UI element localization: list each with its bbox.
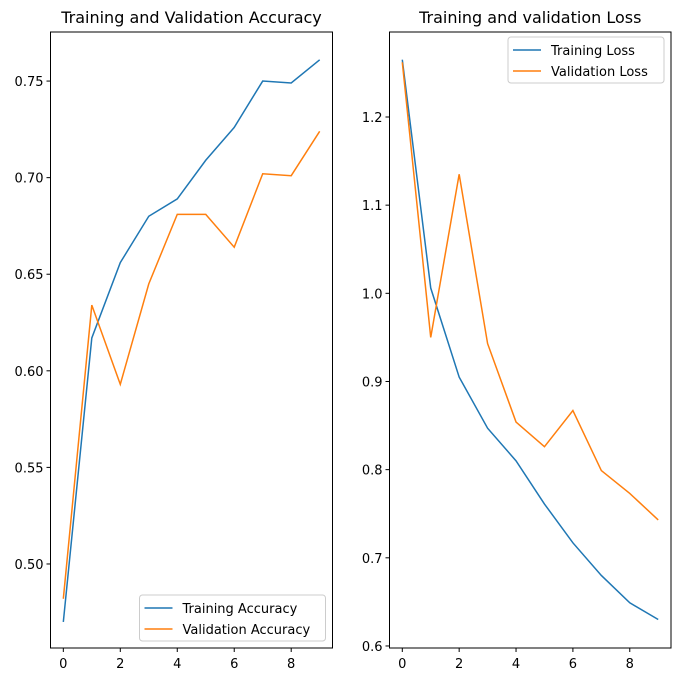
y-tick-label: 0.75: [15, 75, 44, 90]
legend: Training Accuracy Validation Accuracy: [139, 594, 326, 642]
y-tick-label: 0.55: [15, 461, 44, 476]
y-tick-label: 0.7: [362, 552, 383, 567]
y-tick-label: 0.9: [362, 375, 383, 390]
chart-title: Training and validation Loss: [418, 8, 641, 27]
x-tick-label: 0: [398, 657, 406, 672]
y-tick-label: 0.50: [15, 558, 44, 573]
legend-box: [507, 36, 665, 84]
y-tick-label: 1.2: [362, 111, 383, 126]
axes-frame: [50, 31, 333, 649]
series-line-validation-loss: [401, 62, 659, 521]
x-tick-label: 4: [512, 657, 520, 672]
y-tick-label: 0.65: [15, 268, 44, 283]
x-tick-label: 0: [59, 657, 67, 672]
legend-label: Training Accuracy: [182, 602, 298, 617]
axes-frame: [389, 31, 672, 649]
x-tick-label: 8: [626, 657, 634, 672]
y-tick-label: 0.70: [15, 172, 44, 187]
chart-1: Training and validation Loss 0 2 4 6 8 0.6 0.7 0…: [362, 8, 672, 672]
legend-box: [139, 594, 326, 642]
y-tick-label: 0.60: [15, 365, 44, 380]
y-tick-label: 1.0: [362, 287, 383, 302]
legend-label: Validation Loss: [551, 65, 648, 80]
x-tick-label: 8: [287, 657, 295, 672]
series-line-training-loss: [401, 59, 659, 621]
series-line-validation-accuracy: [62, 130, 321, 599]
legend-label: Validation Accuracy: [183, 623, 311, 638]
y-tick-label: 0.8: [362, 464, 383, 479]
x-tick-label: 2: [116, 657, 124, 672]
x-tick-label: 2: [455, 657, 463, 672]
y-tick-label: 1.1: [362, 199, 383, 214]
x-tick-label: 4: [173, 657, 181, 672]
x-tick-label: 6: [230, 657, 238, 672]
chart-0: Training and Validation Accuracy 0 2 4 6 8 0.5…: [15, 8, 333, 672]
series-line-training-accuracy: [62, 59, 321, 622]
chart-title: Training and Validation Accuracy: [60, 8, 322, 27]
y-tick-label: 0.6: [362, 640, 383, 655]
legend-label: Training Loss: [550, 44, 635, 59]
x-tick-label: 6: [569, 657, 577, 672]
legend: Training Loss Validation Loss: [507, 36, 665, 84]
